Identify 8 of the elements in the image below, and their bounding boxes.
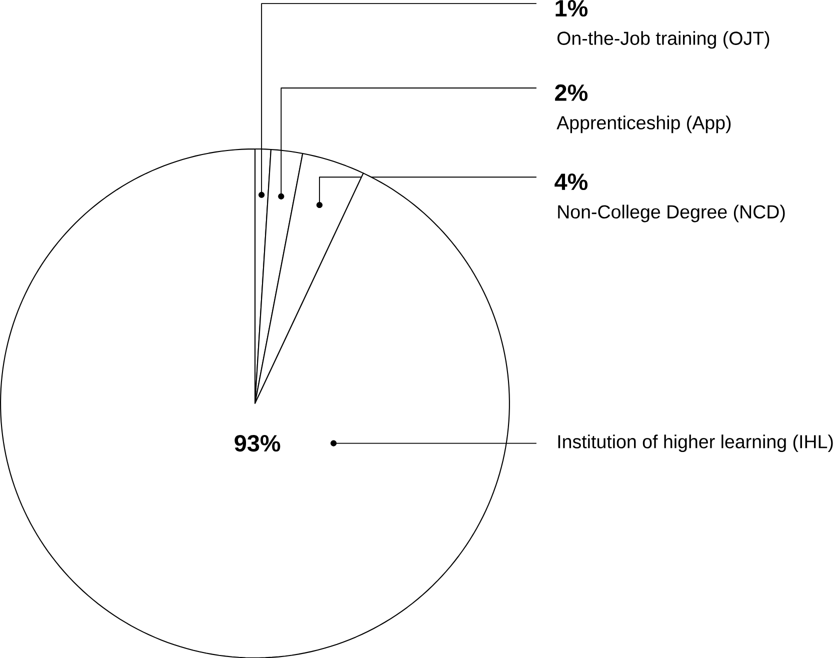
data-label: 93% bbox=[234, 434, 280, 452]
data-label: 1% bbox=[556, 0, 588, 16]
slice-label: Institution of higher learning (IHL) bbox=[558, 434, 833, 452]
slice-label: Apprenticeship (App) bbox=[556, 115, 731, 133]
data-label: 4% bbox=[554, 173, 588, 190]
slice-label: On-the-Job training (OJT) bbox=[557, 30, 770, 48]
slice-label: Non-College Degree (NCD) bbox=[558, 204, 785, 222]
data-label: 2% bbox=[555, 84, 588, 101]
